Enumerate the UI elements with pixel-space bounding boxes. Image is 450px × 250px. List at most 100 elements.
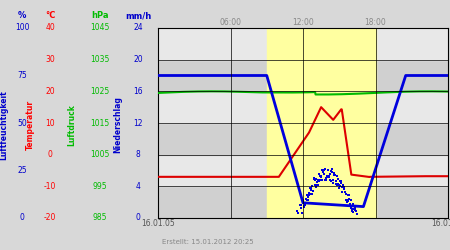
- Point: [335, 182, 342, 186]
- Point: [337, 179, 344, 183]
- Point: [347, 198, 355, 202]
- Point: [294, 209, 301, 213]
- Point: [344, 200, 351, 204]
- Point: [346, 193, 353, 197]
- Bar: [158, 91, 448, 123]
- Point: [299, 198, 306, 202]
- Point: [310, 189, 317, 193]
- Point: [306, 192, 314, 196]
- Point: [304, 198, 311, 202]
- Point: [309, 188, 316, 192]
- Text: 24: 24: [133, 24, 143, 32]
- Bar: [158, 186, 448, 218]
- Point: [299, 198, 306, 202]
- Point: [320, 168, 327, 172]
- Point: [305, 193, 312, 197]
- Text: -20: -20: [44, 214, 56, 222]
- Point: [336, 183, 343, 187]
- Point: [323, 178, 330, 182]
- Point: [318, 178, 325, 182]
- Point: [311, 178, 318, 182]
- Point: [341, 185, 348, 189]
- Point: [349, 208, 356, 212]
- Bar: [158, 155, 448, 186]
- Point: [295, 211, 302, 215]
- Point: [297, 206, 305, 210]
- Text: hPa: hPa: [91, 12, 109, 20]
- Point: [312, 185, 319, 189]
- Point: [333, 179, 340, 183]
- Text: 995: 995: [93, 182, 107, 191]
- Point: [314, 183, 321, 187]
- Point: [322, 176, 329, 180]
- Bar: [158, 28, 448, 60]
- Point: [322, 178, 329, 182]
- Point: [341, 190, 348, 194]
- Point: [338, 179, 345, 183]
- Point: [344, 194, 351, 198]
- Point: [303, 198, 310, 202]
- Point: [308, 192, 315, 196]
- Text: Luftfeuchtigkeit: Luftfeuchtigkeit: [0, 90, 9, 160]
- Text: °C: °C: [45, 12, 55, 20]
- Text: 1005: 1005: [90, 150, 110, 159]
- Point: [294, 211, 302, 215]
- Point: [342, 190, 349, 194]
- Point: [335, 186, 342, 190]
- Point: [352, 208, 359, 212]
- Point: [327, 169, 334, 173]
- Point: [332, 182, 339, 186]
- Point: [303, 193, 310, 197]
- Point: [329, 178, 336, 182]
- Point: [317, 175, 324, 179]
- Point: [315, 183, 322, 187]
- Text: Luftdruck: Luftdruck: [68, 104, 76, 146]
- Text: -10: -10: [44, 182, 56, 191]
- Point: [340, 187, 347, 191]
- Point: [324, 174, 331, 178]
- Text: mm/h: mm/h: [125, 12, 151, 20]
- Point: [348, 206, 355, 210]
- Point: [297, 204, 304, 208]
- Point: [330, 171, 338, 175]
- Point: [333, 174, 341, 178]
- Point: [302, 197, 309, 201]
- Point: [306, 186, 313, 190]
- Point: [349, 210, 356, 214]
- Text: 8: 8: [135, 150, 140, 159]
- Point: [343, 198, 351, 202]
- Point: [308, 184, 315, 188]
- Point: [350, 204, 357, 208]
- Text: 16: 16: [133, 87, 143, 96]
- Point: [311, 183, 319, 187]
- Bar: [158, 123, 448, 155]
- Point: [324, 168, 332, 172]
- Text: 20: 20: [133, 55, 143, 64]
- Point: [350, 202, 357, 205]
- Point: [323, 175, 330, 179]
- Point: [353, 209, 360, 213]
- Text: 1045: 1045: [90, 24, 110, 32]
- Point: [331, 173, 338, 177]
- Text: %: %: [18, 12, 26, 20]
- Point: [325, 174, 332, 178]
- Point: [328, 170, 336, 174]
- Bar: [267, 28, 375, 218]
- Point: [320, 168, 327, 172]
- Point: [346, 202, 353, 206]
- Point: [326, 176, 333, 180]
- Point: [328, 168, 335, 172]
- Point: [326, 172, 333, 176]
- Point: [318, 174, 325, 178]
- Point: [307, 188, 314, 192]
- Text: 0: 0: [135, 214, 140, 222]
- Point: [302, 201, 309, 205]
- Point: [339, 183, 346, 187]
- Point: [342, 192, 349, 196]
- Point: [328, 179, 335, 183]
- Text: 100: 100: [15, 24, 29, 32]
- Text: 50: 50: [17, 118, 27, 128]
- Text: 0: 0: [19, 214, 24, 222]
- Text: 10: 10: [45, 118, 55, 128]
- Point: [337, 181, 344, 185]
